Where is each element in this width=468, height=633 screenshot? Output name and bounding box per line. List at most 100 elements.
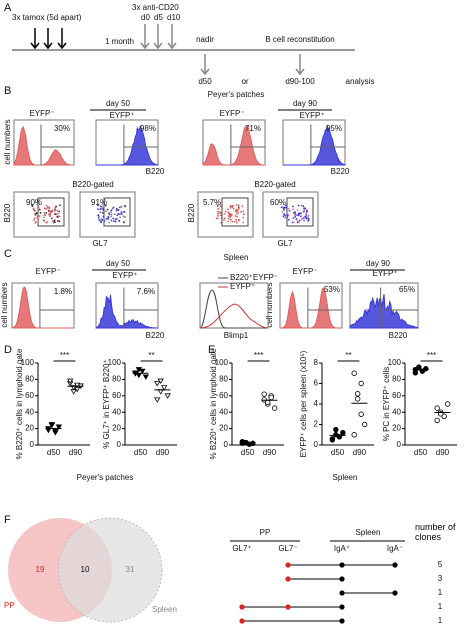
y-tick-label: 40 [25,407,34,416]
flow-dot [54,213,57,215]
flow-dot [34,222,37,224]
label: analysis [346,77,375,86]
flow-dot [223,218,225,221]
y-tick-label: 60 [392,391,401,400]
percent: 53% [324,285,340,294]
dot [239,618,245,624]
flow-dot [294,214,296,217]
flow-dot [284,214,287,217]
histogram [95,294,159,329]
flow-dot [300,212,302,215]
label: or [241,77,248,86]
x-tick-label: d50 [134,448,148,457]
axis-label: % B220⁺ cells in lymphoid gate [209,348,218,460]
flow-dot [295,214,298,216]
flow-dot [31,205,34,208]
flow-dot [305,209,308,212]
axis-label: EYFP⁺ cells per spleen (x10⁵) [299,350,308,457]
flow-dot [219,212,222,214]
panel-label: B [4,85,11,97]
flow-dot [242,210,245,213]
flow-dot [53,221,56,224]
flow-dot [235,221,238,224]
percent: 71% [245,124,261,133]
flow-dot [234,210,237,212]
flow-dot [110,215,112,218]
flow-dot [223,217,226,220]
flow-dot [295,218,298,220]
dot [339,590,345,596]
flow-dot [105,210,107,213]
flow-dot [303,207,306,210]
flow-dot [229,206,232,209]
panel-label: F [4,514,11,526]
flow-dot [305,217,308,220]
flow-dot [118,219,121,222]
point [340,430,346,436]
flow-dot [283,209,285,211]
axis-label: % PC in EYFP⁺ cells [382,367,391,441]
flow-dot [292,208,295,211]
label: EYFP⁺ [109,111,134,120]
point [268,394,274,401]
flow-dot [38,215,41,218]
flow-dot [100,219,103,222]
flow-dot [281,210,284,213]
header: Spleen [356,528,381,537]
flow-dot [107,217,110,220]
label: EYFP⁻ [292,267,317,276]
flow-dot [104,204,107,207]
flow-dot [108,221,110,224]
point [354,396,361,402]
label: EYFP⁺ [299,111,324,120]
flow-dot [296,220,299,223]
x-tick-label: d50 [241,448,255,457]
percent: 60% [270,198,286,207]
clone-count: 1 [438,588,443,597]
flow-dot [238,219,240,222]
significance: *** [60,351,69,360]
flow-dot [56,220,59,222]
clone-count: 5 [438,560,443,569]
point [153,381,161,387]
label: nadir [196,35,214,44]
point [70,389,77,395]
label: day 50 [106,99,131,108]
plot-frame [197,191,254,238]
flow-dot [45,208,48,210]
flow-dot [224,210,227,213]
flow-dot [51,220,54,222]
flow-dot [297,204,300,207]
y-tick-label: 80 [392,375,401,384]
point [132,371,139,377]
flow-dot [241,205,244,208]
flow-dot [106,208,109,211]
point [434,405,440,411]
flow-dot [287,207,290,210]
flow-dot [43,219,45,222]
gate [37,197,65,227]
flow-dot [102,207,105,210]
flow-dot [33,217,36,220]
flow-dot [103,220,106,222]
flow-dot [300,218,303,221]
y-tick-label: 2 [314,420,319,429]
axis-label: GL7 [92,239,108,248]
flow-dot [97,208,99,211]
point [361,421,368,428]
flow-dot [302,217,305,220]
legend-label: EYFP⁺ [230,282,255,291]
flow-dot [227,215,230,217]
axis-label: Peyer's patches [77,473,134,482]
point [48,422,56,429]
flow-dot [114,218,117,221]
y-tick-label: 100 [21,358,35,367]
x-tick-label: d90 [263,448,277,457]
flow-dot [56,216,59,219]
histogram [202,125,266,166]
y-tick-label: 0 [314,440,319,449]
axis-label: % B220⁺ cells in lymphoid gate [15,348,24,460]
histogram [199,303,269,329]
flow-dot [285,204,288,207]
flow-dot [217,207,220,210]
